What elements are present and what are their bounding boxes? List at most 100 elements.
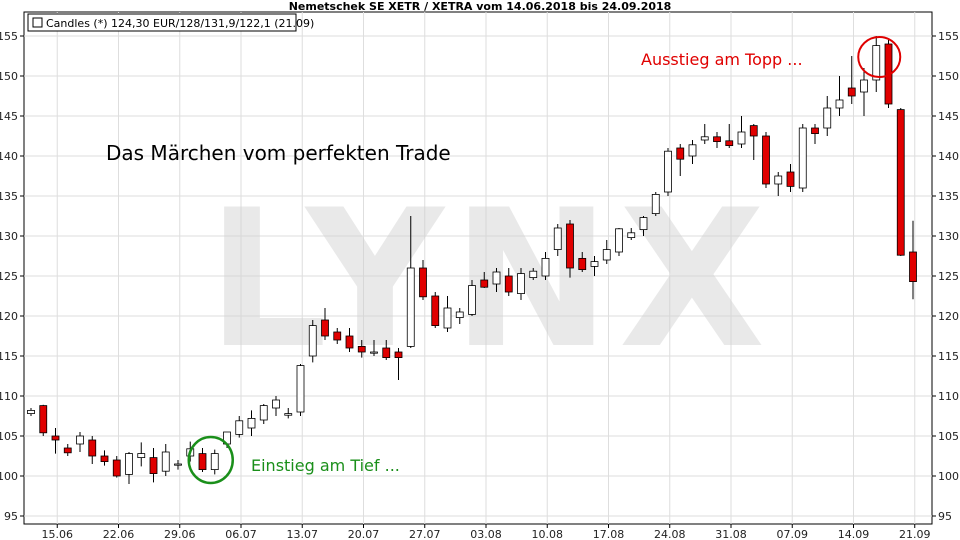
candle bbox=[308, 320, 317, 363]
candle-body-up bbox=[860, 79, 868, 93]
candle bbox=[468, 280, 476, 316]
y-tick-label: 125 bbox=[938, 270, 959, 283]
candle bbox=[835, 76, 844, 116]
candle bbox=[149, 448, 158, 483]
candle bbox=[909, 220, 917, 300]
candle-body-up bbox=[590, 261, 599, 267]
candle-body-up bbox=[664, 150, 672, 193]
candle-body-down bbox=[112, 459, 121, 477]
candle-body-up bbox=[517, 273, 525, 295]
y-tick-label: 125 bbox=[0, 270, 18, 283]
candle bbox=[174, 460, 182, 470]
candle bbox=[578, 252, 587, 272]
candle bbox=[700, 124, 709, 144]
candle-body-down bbox=[480, 279, 489, 288]
x-axis: 15.06 22.06 29.06 06.07 13.07 20.07 27.07 03.08… bbox=[42, 524, 931, 540]
candle bbox=[51, 428, 60, 454]
candle bbox=[210, 449, 219, 475]
candle bbox=[406, 216, 415, 348]
candle-body-up bbox=[639, 217, 648, 231]
y-tick-label: 95 bbox=[4, 510, 18, 523]
candle-body-up bbox=[272, 399, 280, 409]
y-tick-label: 150 bbox=[0, 70, 18, 83]
candle bbox=[676, 144, 685, 176]
x-tick-label: 27.07 bbox=[409, 528, 441, 540]
candle-body-up bbox=[296, 365, 305, 413]
y-tick-label: 155 bbox=[0, 30, 18, 43]
candle-body-up bbox=[798, 127, 807, 189]
candle-body-up bbox=[308, 325, 317, 357]
y-tick-label: 115 bbox=[0, 350, 18, 363]
y-tick-label: 100 bbox=[0, 470, 18, 483]
candle bbox=[27, 408, 35, 416]
candle-body-up bbox=[627, 232, 636, 239]
y-axis-left: 95 100 105 110 115 120 125 130 135 140 145 150 155 bbox=[0, 30, 24, 523]
annotation-exit: Ausstieg am Topp ... bbox=[641, 50, 803, 69]
candle-body-up bbox=[468, 285, 476, 315]
x-tick-label: 22.06 bbox=[103, 528, 135, 540]
y-tick-label: 135 bbox=[0, 190, 18, 203]
candle-body-down bbox=[847, 87, 856, 97]
candle bbox=[455, 308, 464, 324]
candle bbox=[419, 260, 427, 300]
candle bbox=[860, 68, 868, 116]
candle-body-up bbox=[615, 228, 623, 253]
y-tick-label: 130 bbox=[0, 230, 18, 243]
candle bbox=[566, 220, 574, 278]
candle bbox=[713, 132, 721, 148]
x-tick-label: 03.08 bbox=[470, 528, 502, 540]
candle bbox=[321, 308, 329, 340]
candle-body-down bbox=[786, 171, 795, 187]
candle bbox=[737, 116, 746, 148]
x-tick-label: 06.07 bbox=[225, 528, 257, 540]
candle-body-up bbox=[455, 311, 464, 318]
candle bbox=[798, 124, 807, 192]
annotations: Das Märchen vom perfekten Trade Einstieg … bbox=[106, 36, 902, 485]
candle-body-up bbox=[210, 453, 219, 471]
candle-body-up bbox=[125, 453, 133, 475]
x-tick-label: 24.08 bbox=[654, 528, 686, 540]
x-tick-label: 15.06 bbox=[42, 528, 74, 540]
candle-body-up bbox=[688, 144, 697, 157]
candle-body-down bbox=[394, 351, 403, 358]
candle bbox=[762, 132, 770, 188]
candle-body-down bbox=[382, 347, 391, 359]
candle bbox=[100, 450, 109, 466]
candles bbox=[27, 36, 917, 484]
candle-body-up bbox=[406, 267, 415, 347]
candle bbox=[345, 328, 354, 352]
candle bbox=[786, 164, 795, 192]
y-tick-label: 100 bbox=[938, 470, 959, 483]
chart-title: Nemetschek SE XETR / XETRA vom 14.06.201… bbox=[288, 0, 672, 13]
candle bbox=[63, 444, 72, 456]
y-tick-label: 135 bbox=[938, 190, 959, 203]
candle bbox=[137, 442, 146, 467]
candle-body-down bbox=[149, 457, 158, 475]
candle-body-down bbox=[578, 257, 587, 270]
candle-body-down bbox=[51, 435, 60, 441]
candle bbox=[774, 172, 783, 196]
candle bbox=[517, 268, 525, 300]
legend-label: Candles (*) 124,30 EUR/128/131,9/122,1 (… bbox=[46, 17, 314, 30]
candle bbox=[370, 340, 378, 356]
candle bbox=[296, 364, 305, 416]
candle-body-down bbox=[725, 140, 734, 147]
x-tick-label: 17.08 bbox=[593, 528, 625, 540]
y-tick-label: 140 bbox=[938, 150, 959, 163]
candle-body-up bbox=[247, 417, 256, 429]
candle-body-down bbox=[504, 275, 513, 293]
candle bbox=[615, 228, 623, 256]
candle-body-down bbox=[431, 295, 440, 327]
candle-body-down bbox=[749, 125, 758, 137]
candle-body-down bbox=[762, 135, 770, 185]
candle bbox=[198, 448, 207, 472]
candle-body-down bbox=[63, 447, 72, 454]
x-tick-label: 20.07 bbox=[348, 528, 380, 540]
x-tick-label: 14.09 bbox=[838, 528, 870, 540]
candle-body-down bbox=[88, 439, 97, 457]
x-tick-label: 13.07 bbox=[287, 528, 319, 540]
candle bbox=[811, 124, 819, 144]
candle bbox=[112, 456, 121, 478]
candle bbox=[357, 340, 366, 358]
candle-body-up bbox=[602, 249, 611, 261]
